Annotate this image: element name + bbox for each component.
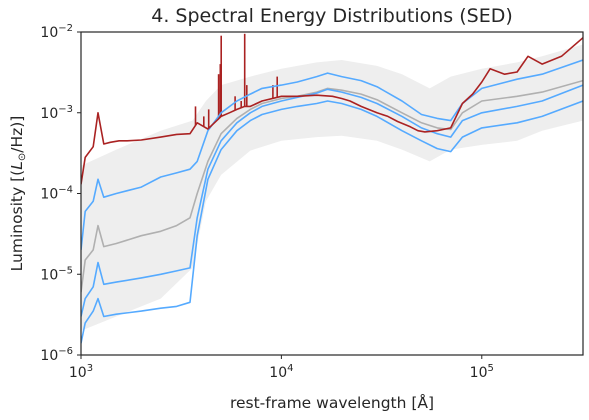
uncertainty-band — [81, 44, 583, 331]
y-axis-label-units: L — [8, 161, 26, 170]
y-tick-label: 10−3 — [40, 104, 73, 122]
y-tick-label: 10−2 — [40, 23, 73, 41]
series-line-red — [81, 37, 583, 185]
y-axis-ticks: 10−6 10−5 10−4 10−3 10−2 — [40, 23, 81, 364]
series-line-blue — [81, 84, 583, 317]
x-tick-label: 105 — [470, 363, 494, 381]
series-line-blue — [81, 100, 583, 344]
y-tick-label: 10−5 — [40, 265, 73, 283]
emission-lines — [194, 33, 279, 129]
series-lines — [81, 37, 583, 344]
y-tick-label: 10−6 — [40, 346, 73, 364]
x-tick-label: 103 — [69, 363, 93, 381]
x-axis-label: rest-frame wavelength [Å] — [230, 393, 434, 412]
series-line-gray — [81, 79, 583, 293]
x-tick-label: 104 — [269, 363, 293, 381]
y-axis-label-prefix: Luminosity [( — [8, 170, 26, 272]
y-axis-label-subscript: ⊙ — [17, 153, 28, 161]
series-line-blue — [81, 59, 583, 250]
y-axis-label: Luminosity [(L⊙/Hz)] — [8, 116, 28, 272]
plot-area — [81, 33, 583, 344]
x-axis-ticks: 103 104 105 — [69, 355, 494, 381]
chart-title: 4. Spectral Energy Distributions (SED) — [151, 5, 513, 27]
y-axis-label-suffix: /Hz)] — [8, 116, 26, 153]
y-tick-label: 10−4 — [40, 185, 73, 203]
